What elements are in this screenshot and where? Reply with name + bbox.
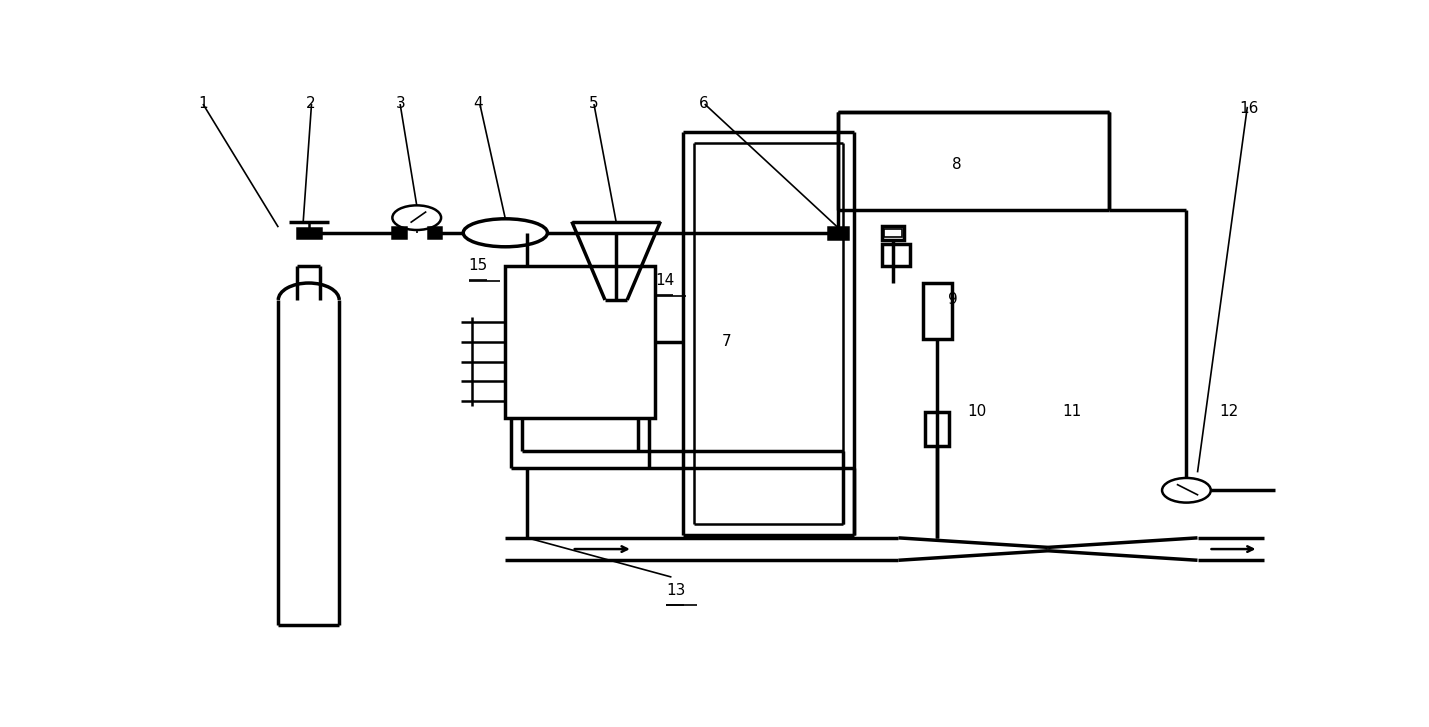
Bar <box>506 266 654 417</box>
Text: 4: 4 <box>473 96 483 111</box>
Text: 8: 8 <box>952 157 962 172</box>
Text: 13: 13 <box>666 582 686 598</box>
Text: 5: 5 <box>589 96 597 111</box>
Text: 12: 12 <box>1220 403 1239 419</box>
Text: 3: 3 <box>396 96 406 111</box>
Text: 10: 10 <box>967 403 986 419</box>
Bar <box>882 244 910 266</box>
Bar <box>297 228 322 238</box>
Text: 9: 9 <box>949 292 957 307</box>
Text: 11: 11 <box>1062 403 1082 419</box>
Text: 2: 2 <box>306 96 316 111</box>
Bar <box>427 228 442 238</box>
Text: 7: 7 <box>722 334 730 348</box>
Bar <box>885 228 902 237</box>
Bar <box>882 226 905 240</box>
Text: 16: 16 <box>1239 101 1259 116</box>
Bar <box>393 228 406 238</box>
Bar <box>923 284 952 339</box>
Bar <box>827 227 847 239</box>
Text: 15: 15 <box>469 258 489 273</box>
Text: 1: 1 <box>199 96 209 111</box>
Text: 14: 14 <box>654 273 674 288</box>
Bar <box>925 412 949 446</box>
Text: 6: 6 <box>699 96 709 111</box>
